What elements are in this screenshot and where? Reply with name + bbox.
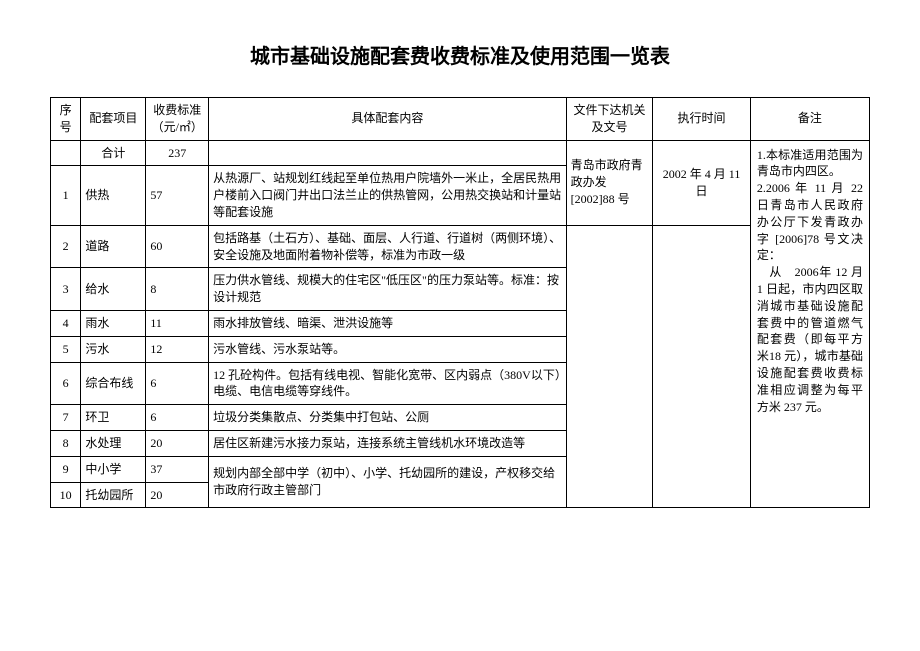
row-seq: 5 (51, 336, 81, 362)
header-time: 执行时间 (653, 98, 751, 141)
row-fee: 60 (146, 225, 209, 268)
row-item: 环卫 (81, 405, 146, 431)
row-content: 从热源厂、站规划红线起至单位热用户院墙外一米止，全居民热用户楼前入口阀门井出口法… (209, 166, 567, 225)
total-doc: 青岛市政府青政办发[2002]88 号 (566, 140, 653, 225)
remark-cell: 1.本标准适用范围为青岛市内四区。 2.2006 年 11 月 22 日青岛市人… (750, 140, 869, 508)
row-seq: 7 (51, 405, 81, 431)
total-content (209, 140, 567, 166)
row-fee: 20 (146, 482, 209, 508)
row-seq: 9 (51, 456, 81, 482)
row-seq: 3 (51, 268, 81, 311)
row-fee: 8 (146, 268, 209, 311)
total-fee: 237 (146, 140, 209, 166)
row-item: 水处理 (81, 430, 146, 456)
header-fee: 收费标准（元/㎡） (146, 98, 209, 141)
row-fee: 6 (146, 362, 209, 405)
row-content: 包括路基（土石方）、基础、面层、人行道、行道树（两侧环境）、安全设施及地面附着物… (209, 225, 567, 268)
total-row: 合计 237 青岛市政府青政办发[2002]88 号 2002 年 4 月 11… (51, 140, 870, 166)
empty-time (653, 225, 751, 508)
row-seq: 2 (51, 225, 81, 268)
total-time: 2002 年 4 月 11 日 (653, 140, 751, 225)
table-row: 2 道路 60 包括路基（土石方）、基础、面层、人行道、行道树（两侧环境）、安全… (51, 225, 870, 268)
row-seq: 10 (51, 482, 81, 508)
row-item: 雨水 (81, 310, 146, 336)
page-title: 城市基础设施配套费收费标准及使用范围一览表 (50, 40, 870, 69)
header-content: 具体配套内容 (209, 98, 567, 141)
row-seq: 8 (51, 430, 81, 456)
row-fee: 37 (146, 456, 209, 482)
empty-doc (566, 225, 653, 508)
row-content: 雨水排放管线、暗渠、泄洪设施等 (209, 310, 567, 336)
row-seq: 6 (51, 362, 81, 405)
total-seq (51, 140, 81, 166)
row-content: 垃圾分类集散点、分类集中打包站、公厕 (209, 405, 567, 431)
row-item: 中小学 (81, 456, 146, 482)
row-item: 给水 (81, 268, 146, 311)
row-content: 12 孔砼构件。包括有线电视、智能化宽带、区内弱点（380V以下）电缆、电信电缆… (209, 362, 567, 405)
row-item: 道路 (81, 225, 146, 268)
row-fee: 12 (146, 336, 209, 362)
row-fee: 11 (146, 310, 209, 336)
row-content: 居住区新建污水接力泵站，连接系统主管线机水环境改造等 (209, 430, 567, 456)
row-item: 托幼园所 (81, 482, 146, 508)
merged-school-content: 规划内部全部中学（初中）、小学、托幼园所的建设，产权移交给市政府行政主管部门 (209, 456, 567, 508)
header-doc: 文件下达机关及文号 (566, 98, 653, 141)
header-remark: 备注 (750, 98, 869, 141)
row-fee: 6 (146, 405, 209, 431)
header-item: 配套项目 (81, 98, 146, 141)
row-fee: 57 (146, 166, 209, 225)
total-item: 合计 (81, 140, 146, 166)
header-row: 序号 配套项目 收费标准（元/㎡） 具体配套内容 文件下达机关及文号 执行时间 … (51, 98, 870, 141)
row-fee: 20 (146, 430, 209, 456)
row-item: 综合布线 (81, 362, 146, 405)
row-item: 污水 (81, 336, 146, 362)
row-seq: 4 (51, 310, 81, 336)
row-seq: 1 (51, 166, 81, 225)
row-item: 供热 (81, 166, 146, 225)
row-content: 压力供水管线、规模大的住宅区"低压区"的压力泵站等。标准：按设计规范 (209, 268, 567, 311)
fee-table: 序号 配套项目 收费标准（元/㎡） 具体配套内容 文件下达机关及文号 执行时间 … (50, 97, 870, 508)
header-seq: 序号 (51, 98, 81, 141)
row-content: 污水管线、污水泵站等。 (209, 336, 567, 362)
